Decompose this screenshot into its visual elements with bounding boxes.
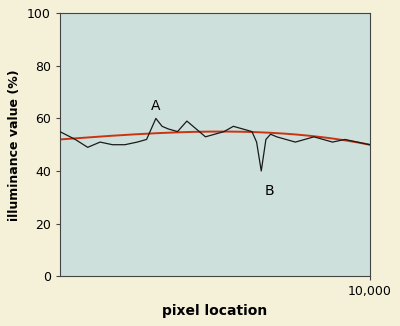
Y-axis label: illuminance value (%): illuminance value (%) <box>8 69 21 220</box>
X-axis label: pixel location: pixel location <box>162 304 267 318</box>
Text: A: A <box>151 99 161 113</box>
Text: B: B <box>264 184 274 198</box>
